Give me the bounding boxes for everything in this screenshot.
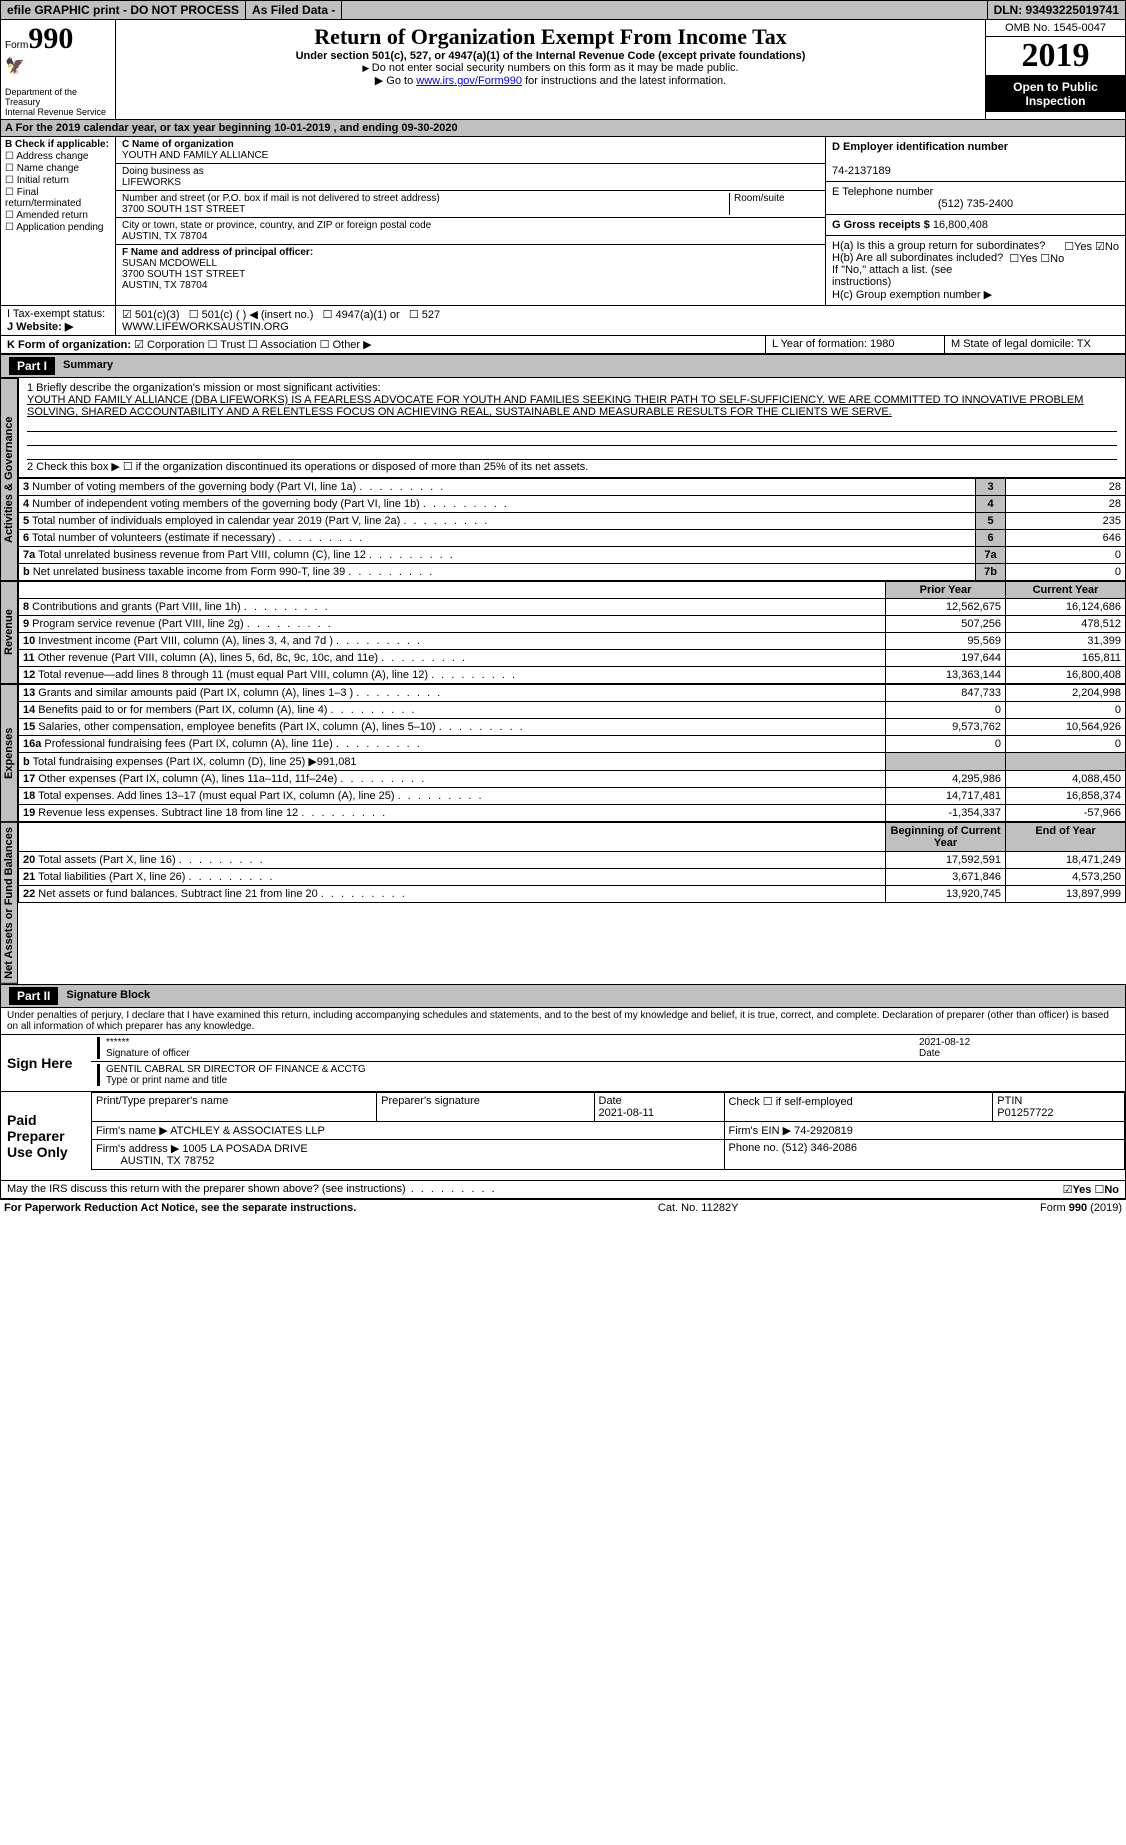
expenses-table: 13 Grants and similar amounts paid (Part… bbox=[18, 684, 1126, 822]
officer-name: SUSAN MCDOWELL bbox=[122, 258, 217, 269]
sign-here-label: Sign Here bbox=[1, 1035, 91, 1091]
top-bar: efile GRAPHIC print - DO NOT PROCESS As … bbox=[0, 0, 1126, 20]
perjury-declaration: Under penalties of perjury, I declare th… bbox=[0, 1008, 1126, 1035]
irs-link[interactable]: www.irs.gov/Form990 bbox=[416, 75, 522, 87]
org-address: 3700 SOUTH 1ST STREET bbox=[122, 204, 245, 215]
dln-label: DLN: 93493225019741 bbox=[987, 1, 1125, 19]
year-formation: L Year of formation: 1980 bbox=[765, 336, 945, 353]
org-dba: LIFEWORKS bbox=[122, 177, 181, 188]
state-domicile: M State of legal domicile: TX bbox=[945, 336, 1125, 353]
gross-receipts: 16,800,408 bbox=[933, 219, 988, 231]
org-name: YOUTH AND FAMILY ALLIANCE bbox=[122, 150, 268, 161]
efile-label: efile GRAPHIC print - DO NOT PROCESS bbox=[1, 1, 246, 19]
part1-header: Part I Summary bbox=[0, 354, 1126, 378]
row-a-taxyear: A For the 2019 calendar year, or tax yea… bbox=[0, 120, 1126, 137]
website: WWW.LIFEWORKSAUSTIN.ORG bbox=[122, 321, 289, 333]
title-column: Return of Organization Exempt From Incom… bbox=[116, 20, 985, 119]
part2-header: Part II Signature Block bbox=[0, 984, 1126, 1008]
chk-final-return[interactable]: ☐ Final return/terminated bbox=[5, 187, 111, 209]
form-number-box: Form990 🦅 Department of the Treasury Int… bbox=[1, 20, 116, 119]
org-city: AUSTIN, TX 78704 bbox=[122, 231, 207, 242]
chk-amended[interactable]: ☐ Amended return bbox=[5, 210, 111, 221]
dept-irs: Internal Revenue Service bbox=[5, 107, 111, 117]
mission-block: 1 Briefly describe the organization's mi… bbox=[18, 378, 1126, 478]
col-b-checkboxes: B Check if applicable: ☐ Address change … bbox=[1, 137, 116, 305]
row-i-j: I Tax-exempt status: J Website: ▶ ☑ 501(… bbox=[0, 306, 1126, 336]
signature-block: Sign Here ******Signature of officer2021… bbox=[0, 1035, 1126, 1181]
form-number: 990 bbox=[28, 22, 73, 55]
label-netassets: Net Assets or Fund Balances bbox=[0, 822, 18, 984]
chk-name-change[interactable]: ☐ Name change bbox=[5, 163, 111, 174]
page-footer: For Paperwork Reduction Act Notice, see … bbox=[0, 1199, 1126, 1216]
asfiled-label: As Filed Data - bbox=[246, 1, 342, 19]
officer-sig-name: GENTIL CABRAL SR DIRECTOR OF FINANCE & A… bbox=[106, 1064, 366, 1075]
netassets-table: Beginning of Current YearEnd of Year 20 … bbox=[18, 822, 1126, 903]
form-prefix: Form bbox=[5, 40, 28, 51]
dept-treasury: Department of the Treasury bbox=[5, 87, 111, 107]
eagle-icon: 🦅 bbox=[5, 58, 25, 75]
discuss-row: May the IRS discuss this return with the… bbox=[0, 1181, 1126, 1199]
row-k: K Form of organization: ☑ Corporation ☐ … bbox=[0, 336, 1126, 354]
goto-note: ▶ Go to www.irs.gov/Form990 for instruct… bbox=[120, 74, 981, 87]
chk-pending[interactable]: ☐ Application pending bbox=[5, 222, 111, 233]
ein-value: 74-2137189 bbox=[832, 165, 891, 177]
label-revenue: Revenue bbox=[0, 581, 18, 684]
form-subtitle: Under section 501(c), 527, or 4947(a)(1)… bbox=[120, 50, 981, 62]
ssn-note: Do not enter social security numbers on … bbox=[120, 62, 981, 74]
officer-addr: 3700 SOUTH 1ST STREET bbox=[122, 269, 245, 280]
label-activities: Activities & Governance bbox=[0, 378, 18, 581]
chk-initial-return[interactable]: ☐ Initial return bbox=[5, 175, 111, 186]
revenue-table: Prior YearCurrent Year 8 Contributions a… bbox=[18, 581, 1126, 684]
org-info-grid: B Check if applicable: ☐ Address change … bbox=[0, 137, 1126, 306]
open-public-badge: Open to Public Inspection bbox=[986, 76, 1125, 112]
form-title: Return of Organization Exempt From Incom… bbox=[120, 24, 981, 50]
form-header: Form990 🦅 Department of the Treasury Int… bbox=[0, 20, 1126, 120]
mission-text: YOUTH AND FAMILY ALLIANCE (DBA LIFEWORKS… bbox=[27, 394, 1117, 418]
col-d-right: D Employer identification number74-21371… bbox=[825, 137, 1125, 305]
label-expenses: Expenses bbox=[0, 684, 18, 822]
tax-year: 2019 bbox=[986, 37, 1125, 76]
chk-address-change[interactable]: ☐ Address change bbox=[5, 151, 111, 162]
officer-city: AUSTIN, TX 78704 bbox=[122, 280, 207, 291]
room-suite: Room/suite bbox=[729, 193, 819, 215]
telephone: (512) 735-2400 bbox=[832, 198, 1119, 210]
lines-3-7: 3 Number of voting members of the govern… bbox=[18, 478, 1126, 581]
omb-number: OMB No. 1545-0047 bbox=[986, 20, 1125, 37]
paid-preparer-label: Paid Preparer Use Only bbox=[1, 1092, 91, 1180]
summary-section: Activities & Governance 1 Briefly descri… bbox=[0, 378, 1126, 581]
right-column: OMB No. 1545-0047 2019 Open to Public In… bbox=[985, 20, 1125, 119]
col-c-org: C Name of organization YOUTH AND FAMILY … bbox=[116, 137, 825, 305]
